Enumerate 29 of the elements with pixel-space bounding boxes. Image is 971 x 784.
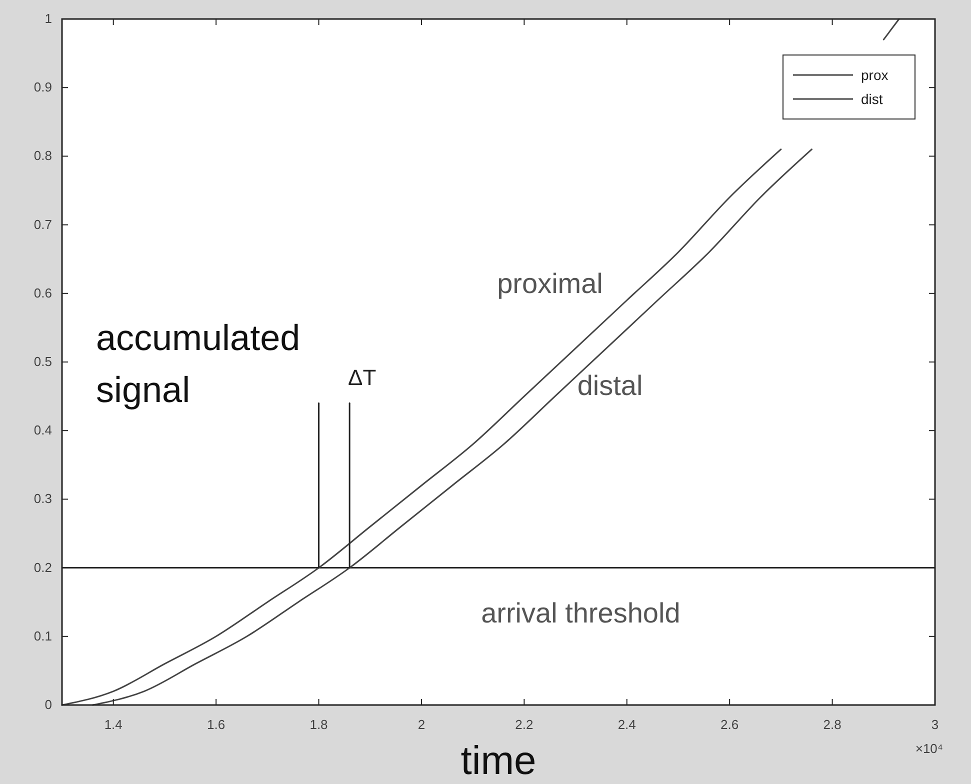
y-tick-label: 0.6	[34, 285, 52, 300]
x-tick-label: 3	[931, 717, 939, 732]
x-tick-label: 2.4	[618, 717, 636, 732]
y-tick-label: 0.7	[34, 216, 52, 232]
y-tick-label: 0.1	[34, 628, 52, 644]
annotation: ΔT	[348, 365, 376, 390]
y-tick-label: 0	[44, 697, 52, 712]
y-tick-label: 0.5	[34, 354, 52, 369]
x-tick-label: 2.8	[823, 717, 842, 732]
annotation: proximal	[497, 268, 603, 299]
y-tick-label: 0.9	[34, 80, 52, 95]
x-tick-label: 1.8	[310, 717, 328, 732]
x-tick-label: 2.6	[720, 717, 739, 732]
y-tick-label: 0.8	[34, 148, 52, 164]
legend-label: prox	[861, 67, 888, 83]
y-tick-label: 1	[44, 11, 52, 26]
ref-line-label: arrival threshold	[481, 598, 680, 629]
x-tick-label: 2	[418, 717, 426, 732]
y-axis-title: accumulated signal	[96, 317, 300, 410]
x-tick-label: 1.6	[207, 717, 226, 732]
annotation: distal	[577, 370, 643, 401]
y-tick-label: 0.2	[34, 560, 52, 575]
x-tick-label: 1.4	[104, 717, 122, 732]
legend-label: dist	[861, 91, 883, 107]
x-axis-title: time	[460, 739, 536, 783]
text: ×10⁴	[915, 741, 943, 756]
x-tick-label: 2.2	[515, 717, 534, 732]
y-tick-label: 0.4	[34, 422, 52, 438]
y-tick-label: 0.3	[34, 491, 52, 506]
